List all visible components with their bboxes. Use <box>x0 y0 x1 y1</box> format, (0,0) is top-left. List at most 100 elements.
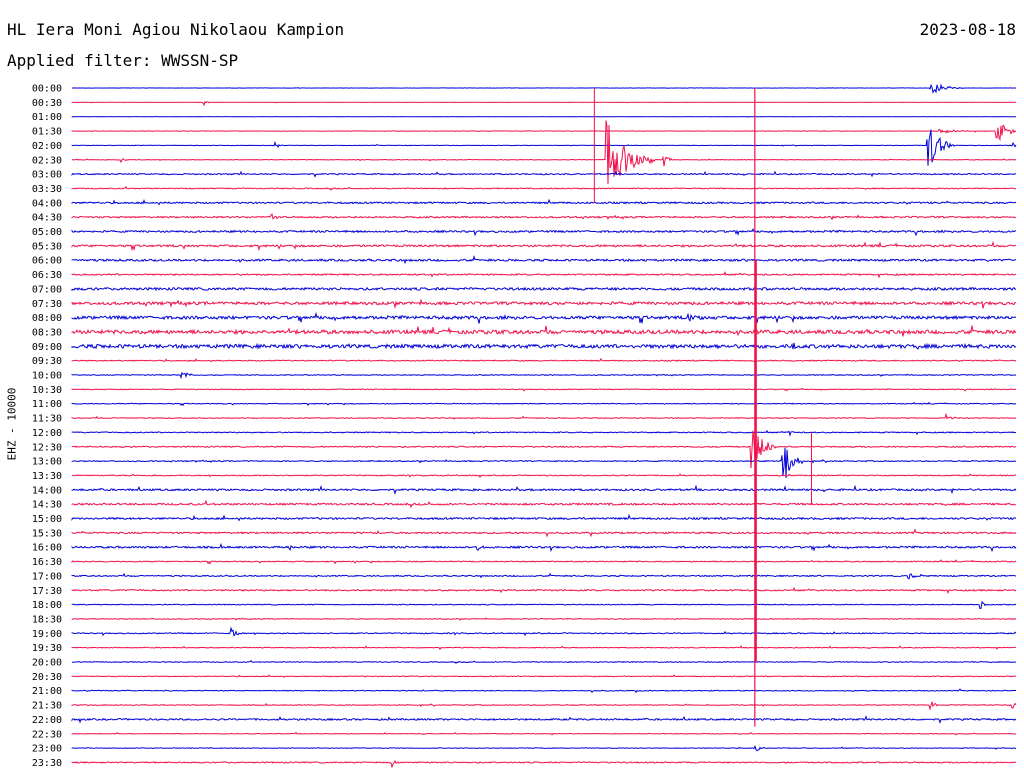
time-label: 06:00 <box>32 256 62 267</box>
time-label: 22:30 <box>32 729 62 740</box>
trace-line-0400 <box>71 198 1017 206</box>
time-label: 03:30 <box>32 184 62 195</box>
trace-line-1000 <box>71 371 1017 380</box>
time-label: 19:00 <box>32 629 62 640</box>
time-label: 14:00 <box>32 485 62 496</box>
time-label: 06:30 <box>32 270 62 281</box>
trace-line-2200 <box>71 715 1017 725</box>
time-label: 20:30 <box>32 672 62 683</box>
time-label: 18:00 <box>32 600 62 611</box>
trace-line-0000 <box>72 83 1017 94</box>
time-label: 13:00 <box>32 457 62 468</box>
trace-line-0900 <box>71 342 1017 350</box>
trace-line-1630 <box>71 559 1017 565</box>
trace-line-0200 <box>71 129 1017 166</box>
trace-line-1200 <box>71 429 1017 437</box>
trace-line-2330 <box>71 759 1017 769</box>
time-label: 21:30 <box>32 701 62 712</box>
time-label: 14:30 <box>32 500 62 511</box>
time-label: 11:00 <box>32 399 62 410</box>
trace-line-0500 <box>71 228 1017 237</box>
trace-line-1500 <box>71 513 1017 522</box>
trace-line-0300 <box>71 170 1016 178</box>
time-label: 15:00 <box>32 514 62 525</box>
trace-line-1900 <box>71 626 1017 637</box>
trace-line-1330 <box>71 473 1017 479</box>
time-label: 05:00 <box>32 227 62 238</box>
time-label: 00:30 <box>32 98 62 109</box>
time-label: 10:00 <box>32 371 62 382</box>
time-label: 07:30 <box>32 299 62 310</box>
time-label: 21:00 <box>32 686 62 697</box>
trace-line-2230 <box>71 731 1016 736</box>
trace-line-0630 <box>71 271 1017 279</box>
trace-line-2000 <box>71 659 1017 664</box>
trace-line-1430 <box>71 499 1017 509</box>
time-label: 20:00 <box>32 658 62 669</box>
time-label: 17:00 <box>32 571 62 582</box>
time-label: 12:00 <box>32 428 62 439</box>
station-title: HL Iera Moni Agiou Nikolaou Kampion <box>7 20 345 39</box>
time-label: 10:30 <box>32 385 62 396</box>
trace-line-2100 <box>71 688 1016 694</box>
trace-line-1930 <box>71 645 1016 651</box>
trace-line-1600 <box>71 542 1017 553</box>
time-label: 01:30 <box>32 127 62 138</box>
time-label: 19:30 <box>32 643 62 654</box>
trace-line-1130 <box>71 412 1017 420</box>
time-label: 08:00 <box>32 313 62 324</box>
trace-line-0130 <box>71 124 1017 142</box>
time-label: 04:00 <box>32 198 62 209</box>
time-label: 11:30 <box>32 414 62 425</box>
time-label: 17:30 <box>32 586 62 597</box>
time-label: 16:00 <box>32 543 62 554</box>
trace-line-1830 <box>71 617 1017 621</box>
time-label: 12:30 <box>32 442 62 453</box>
time-label: 00:00 <box>32 84 62 95</box>
date-text: 2023-08-18 <box>919 20 1016 39</box>
trace-line-0330 <box>71 185 1017 191</box>
trace-line-0430 <box>71 213 1017 221</box>
trace-line-0530 <box>71 240 1017 252</box>
time-label: 04:30 <box>32 213 62 224</box>
time-label: 23:30 <box>32 758 62 769</box>
trace-line-0930 <box>71 357 1017 363</box>
time-label: 13:30 <box>32 471 62 482</box>
trace-line-0700 <box>71 286 1017 292</box>
time-label: 01:00 <box>32 112 62 123</box>
trace-line-1030 <box>71 387 1017 392</box>
trace-line-1100 <box>71 401 1017 407</box>
trace-line-1700 <box>71 572 1017 580</box>
trace-line-1400 <box>71 484 1017 495</box>
trace-line-1300 <box>71 447 1017 479</box>
trace-line-0230 <box>71 120 1017 185</box>
time-label: 02:00 <box>32 141 62 152</box>
time-label: 15:30 <box>32 528 62 539</box>
trace-line-1530 <box>71 528 1017 538</box>
trace-line-2030 <box>71 674 1017 678</box>
trace-line-1800 <box>71 600 1017 610</box>
time-label: 22:00 <box>32 715 62 726</box>
time-label: 08:30 <box>32 327 62 338</box>
time-label: 05:30 <box>32 241 62 252</box>
trace-line-1230 <box>71 430 1017 469</box>
time-label: 23:00 <box>32 744 62 755</box>
trace-line-0030 <box>71 100 1017 107</box>
trace-line-0800 <box>71 311 1017 324</box>
time-label: 16:30 <box>32 557 62 568</box>
trace-line-2300 <box>71 744 1016 752</box>
time-label: 18:30 <box>32 614 62 625</box>
time-label: 03:00 <box>32 170 62 181</box>
trace-line-2130 <box>71 701 1017 711</box>
time-label: 09:30 <box>32 356 62 367</box>
trace-line-0730 <box>71 298 1017 309</box>
time-label: 09:00 <box>32 342 62 353</box>
trace-line-1730 <box>71 586 1017 595</box>
trace-line-0600 <box>71 254 1017 265</box>
time-label: 07:00 <box>32 284 62 295</box>
time-label: 02:30 <box>32 155 62 166</box>
trace-line-0830 <box>71 325 1017 337</box>
filter-text: Applied filter: WWSSN-SP <box>7 51 239 70</box>
trace-line-0100 <box>71 115 1016 118</box>
